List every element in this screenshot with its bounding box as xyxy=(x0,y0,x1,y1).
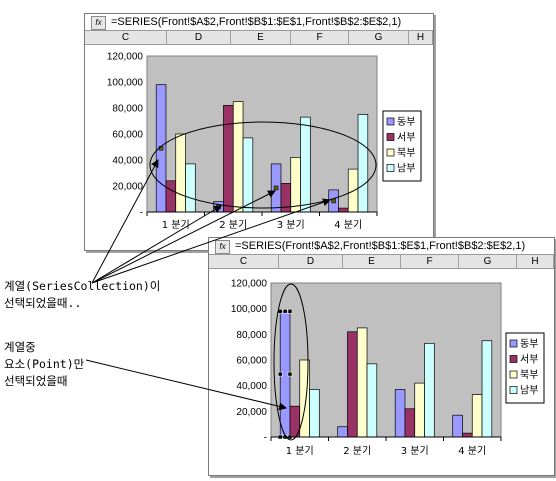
bar[interactable] xyxy=(357,114,369,213)
legend-swatch[interactable] xyxy=(509,339,518,348)
note-line: 선택되었을때.. xyxy=(4,296,82,310)
column-header[interactable]: H xyxy=(517,255,554,268)
legend-swatch[interactable] xyxy=(386,133,395,141)
selection-handle[interactable] xyxy=(216,204,221,210)
bar[interactable] xyxy=(424,342,435,438)
fx-icon[interactable]: fx xyxy=(91,16,106,30)
y-tick-label[interactable]: 100,000 xyxy=(107,78,144,89)
column-header[interactable]: F xyxy=(291,31,349,44)
y-tick-label[interactable]: - xyxy=(264,433,267,444)
legend-entry[interactable]: 남부 xyxy=(397,163,415,175)
note-line: 요소(Point)만 xyxy=(4,357,85,371)
x-tick-label[interactable]: 2 분기 xyxy=(219,219,247,231)
bar[interactable] xyxy=(347,168,359,213)
bar[interactable] xyxy=(299,359,310,438)
bar[interactable] xyxy=(337,426,348,438)
column-header[interactable]: E xyxy=(343,255,401,268)
bar[interactable] xyxy=(290,157,301,213)
formula-text[interactable]: =SERIES(Front!$A$2,Front!$B$1:$E$1,Front… xyxy=(111,16,402,28)
bar[interactable] xyxy=(366,363,378,438)
bar[interactable] xyxy=(280,183,292,213)
y-tick-label[interactable]: 60,000 xyxy=(112,130,143,141)
legend-entry[interactable]: 서부 xyxy=(397,132,415,144)
bar[interactable] xyxy=(185,163,196,213)
y-tick-label[interactable]: 80,000 xyxy=(236,330,267,341)
bar[interactable] xyxy=(175,133,186,213)
legend-swatch[interactable] xyxy=(386,164,395,172)
note-line: 선택되었을때 xyxy=(4,374,68,388)
x-tick-label[interactable]: 1 분기 xyxy=(162,219,190,231)
legend-swatch[interactable] xyxy=(509,355,518,363)
selection-handle[interactable] xyxy=(158,146,164,151)
selection-handle[interactable] xyxy=(287,308,293,314)
bar[interactable] xyxy=(452,414,463,438)
point-selected-note: 계열중 요소(Point)만 선택되었을때 xyxy=(4,339,84,390)
legend-entry[interactable]: 동부 xyxy=(520,338,538,350)
legend-swatch[interactable] xyxy=(386,148,395,157)
bar[interactable] xyxy=(223,105,234,213)
y-tick-label[interactable]: 20,000 xyxy=(236,407,267,418)
column-header[interactable]: G xyxy=(349,31,409,44)
column-header[interactable]: E xyxy=(231,31,291,44)
bar[interactable] xyxy=(394,389,406,438)
column-header[interactable]: F xyxy=(401,255,459,268)
column-chart[interactable]: - 20,000 40,000 60,000 80,000 100,000 120,000 1… xyxy=(85,14,433,250)
series-selected-note: 계열(SeriesCollection)이 선택되었을때.. xyxy=(4,278,160,312)
y-tick-label[interactable]: 40,000 xyxy=(236,381,267,392)
selection-handle[interactable] xyxy=(277,371,283,377)
x-tick-label[interactable]: 3 분기 xyxy=(401,445,429,457)
x-tick-label[interactable]: 3 분기 xyxy=(277,219,305,231)
bar[interactable] xyxy=(300,116,311,213)
note-line: 계열중 xyxy=(4,340,36,354)
bar[interactable] xyxy=(462,432,473,438)
legend-entry[interactable]: 북부 xyxy=(397,147,415,159)
bar[interactable] xyxy=(404,408,416,438)
legend-swatch[interactable] xyxy=(509,370,518,379)
bar[interactable] xyxy=(356,327,368,438)
bar[interactable] xyxy=(309,389,320,438)
bar[interactable] xyxy=(481,340,493,438)
legend-entry[interactable]: 남부 xyxy=(520,385,538,397)
bar[interactable] xyxy=(414,382,425,438)
selection-handle[interactable] xyxy=(287,371,293,377)
selection-handle[interactable] xyxy=(331,198,336,204)
bar[interactable] xyxy=(347,331,358,438)
bar[interactable] xyxy=(232,101,244,213)
legend-swatch[interactable] xyxy=(386,117,395,126)
bar[interactable] xyxy=(165,180,177,213)
chart-window-point-selected: fx =SERIES(Front!$A$2,Front!$B$1:$E$1,Fr… xyxy=(208,237,555,476)
y-tick-label[interactable]: - xyxy=(140,208,143,219)
selection-handle[interactable] xyxy=(282,308,288,314)
selection-handle[interactable] xyxy=(277,308,283,314)
bar[interactable] xyxy=(471,394,483,438)
selection-handle[interactable] xyxy=(273,185,279,191)
formula-bar[interactable]: fx =SERIES(Front!$A$2,Front!$B$1:$E$1,Fr… xyxy=(85,14,433,31)
column-header[interactable]: C xyxy=(85,31,167,44)
legend-entry[interactable]: 동부 xyxy=(397,116,415,128)
note-line: 계열(SeriesCollection)이 xyxy=(4,279,161,293)
column-header[interactable]: D xyxy=(167,31,231,44)
chart-window-series-selected: fx =SERIES(Front!$A$2,Front!$B$1:$E$1,Fr… xyxy=(84,13,434,251)
bar[interactable] xyxy=(242,137,254,213)
column-header[interactable]: H xyxy=(409,31,433,44)
y-tick-label[interactable]: 120,000 xyxy=(107,52,144,63)
column-header[interactable]: G xyxy=(459,255,517,268)
bar[interactable] xyxy=(338,207,349,213)
column-chart[interactable]: - 20,000 40,000 60,000 80,000 100,000 120,000 1… xyxy=(209,238,554,475)
legend-entry[interactable]: 서부 xyxy=(520,354,538,366)
legend-entry[interactable]: 북부 xyxy=(520,369,538,381)
y-tick-label[interactable]: 80,000 xyxy=(112,104,143,115)
y-tick-label[interactable]: 40,000 xyxy=(112,156,143,167)
x-tick-label[interactable]: 2 분기 xyxy=(343,445,371,457)
y-tick-label[interactable]: 20,000 xyxy=(112,182,143,193)
x-tick-label[interactable]: 4 분기 xyxy=(334,219,362,231)
y-tick-label[interactable]: 120,000 xyxy=(231,279,268,290)
bar[interactable] xyxy=(289,405,301,438)
legend-swatch[interactable] xyxy=(509,386,518,394)
x-tick-label[interactable]: 4 분기 xyxy=(458,445,486,457)
y-tick-label[interactable]: 100,000 xyxy=(231,304,268,315)
y-tick-label[interactable]: 60,000 xyxy=(236,356,267,367)
column-header-row: C D E F G H xyxy=(85,31,433,45)
x-tick-label[interactable]: 1 분기 xyxy=(286,445,314,457)
